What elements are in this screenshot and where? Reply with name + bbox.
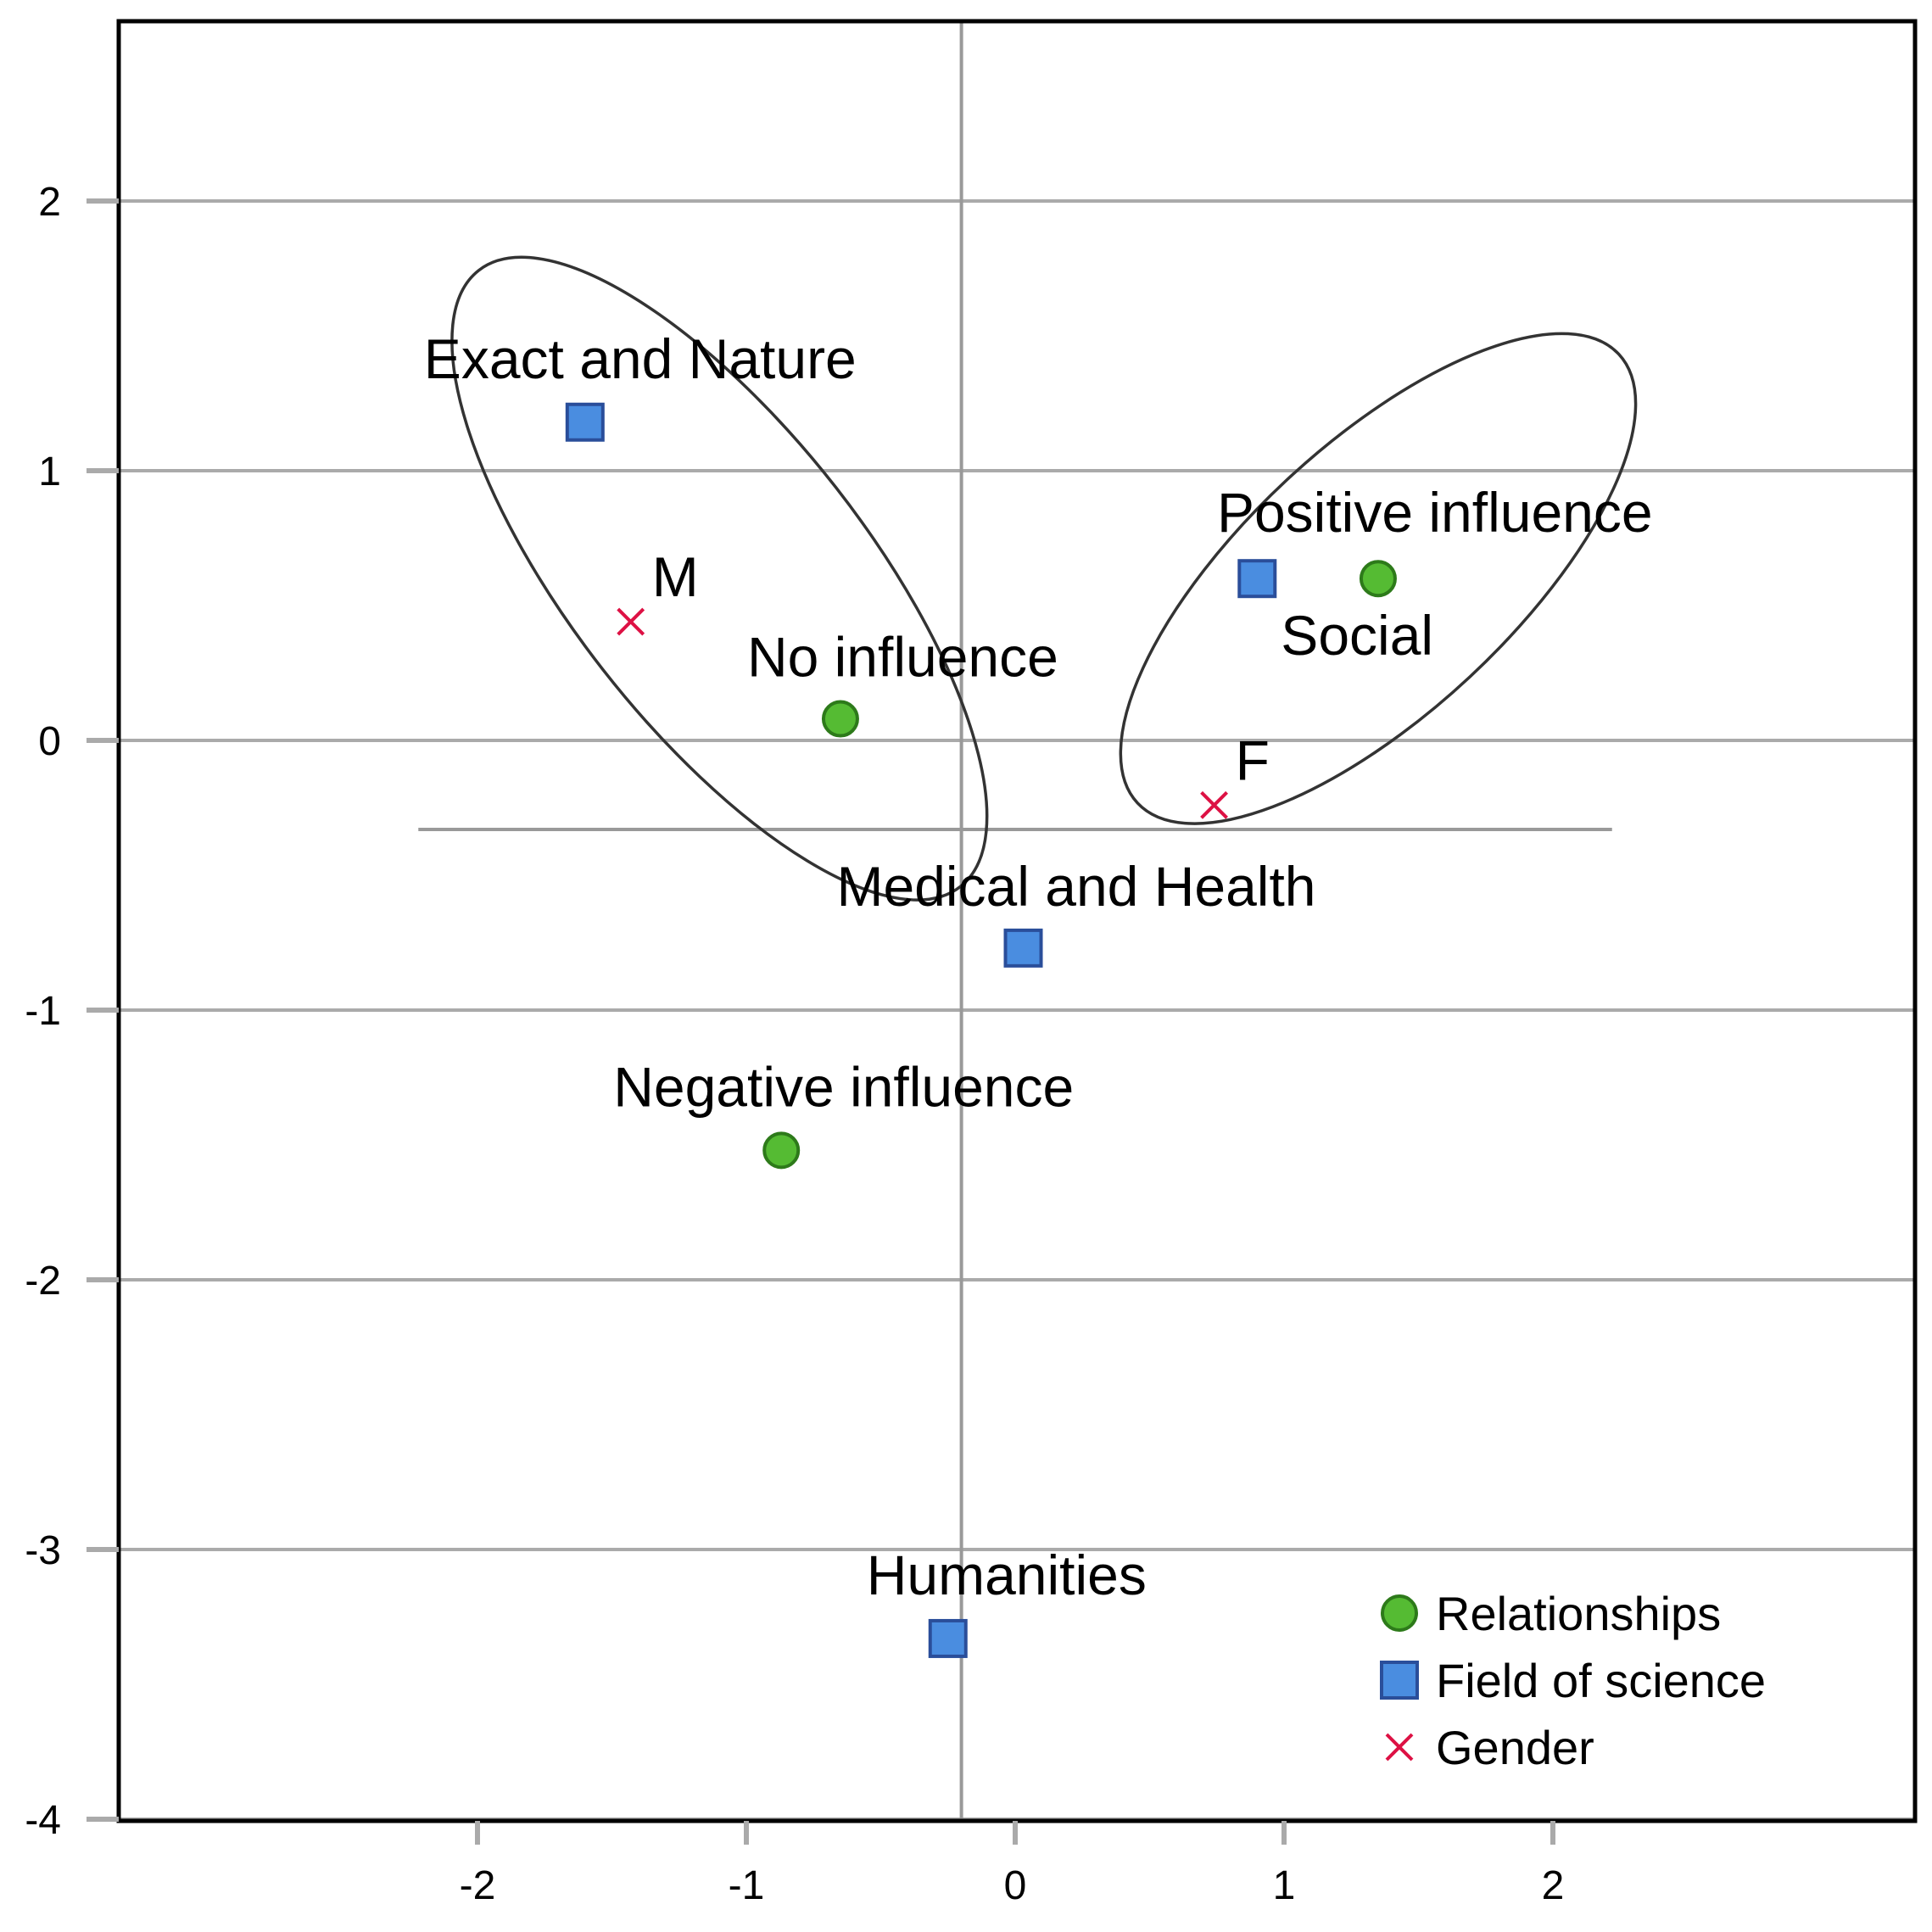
point-label: Exact and Nature — [424, 327, 857, 390]
x-marker-stroke — [1385, 1733, 1414, 1762]
point-x — [1200, 790, 1228, 819]
y-tick-label: -1 — [25, 989, 61, 1034]
axis-ticks: -2 -1 0 1 2 2 1 0 -1 -2 -3 -4 — [25, 180, 1564, 1908]
point-labels: Positive influence No influence Negative i… — [424, 327, 1653, 1606]
point-label: Medical and Health — [837, 855, 1316, 918]
point-square — [1003, 928, 1043, 968]
point-label: Social — [1281, 604, 1433, 667]
point-circle — [821, 700, 859, 738]
point-label: F — [1236, 729, 1270, 791]
x-tick-label: 0 — [1004, 1863, 1027, 1908]
point-x — [617, 607, 645, 636]
group-ellipse — [450, 255, 989, 902]
point-label: M — [652, 545, 699, 608]
x-tick-label: -1 — [729, 1863, 765, 1908]
x-tick-label: -2 — [460, 1863, 496, 1908]
legend-marker-circle — [1381, 1594, 1418, 1632]
y-tick-label: -3 — [25, 1528, 61, 1573]
y-tick-label: -4 — [25, 1798, 61, 1843]
point-circle — [762, 1131, 801, 1170]
legend-label: Gender — [1436, 1721, 1594, 1774]
legend-label: Relationships — [1436, 1587, 1721, 1640]
legend-marker-x — [1385, 1733, 1414, 1762]
legend-marker-square — [1380, 1661, 1419, 1700]
legend-label: Field of science — [1436, 1654, 1766, 1707]
y-tick-label: 0 — [38, 719, 61, 764]
x-tick-label: 1 — [1273, 1863, 1296, 1908]
y-tick-label: 2 — [38, 180, 61, 225]
y-tick-label: 1 — [38, 449, 61, 494]
group-ellipses — [450, 255, 1638, 902]
x-marker-stroke — [1200, 790, 1228, 819]
point-label: Negative influence — [613, 1055, 1074, 1118]
group-ellipse — [1119, 332, 1638, 825]
point-square — [928, 1618, 968, 1658]
x-tick-label: 2 — [1542, 1863, 1565, 1908]
point-circle — [1359, 560, 1397, 598]
legend: Relationships Field of science Gender — [1380, 1587, 1766, 1774]
point-square — [1237, 559, 1277, 599]
point-label: Humanities — [867, 1544, 1147, 1606]
y-tick-label: -2 — [25, 1259, 61, 1304]
x-marker-stroke — [617, 607, 645, 636]
point-label: No influence — [747, 626, 1058, 689]
data-points — [565, 402, 1397, 1658]
point-label: Positive influence — [1217, 481, 1653, 544]
point-square — [565, 402, 605, 442]
